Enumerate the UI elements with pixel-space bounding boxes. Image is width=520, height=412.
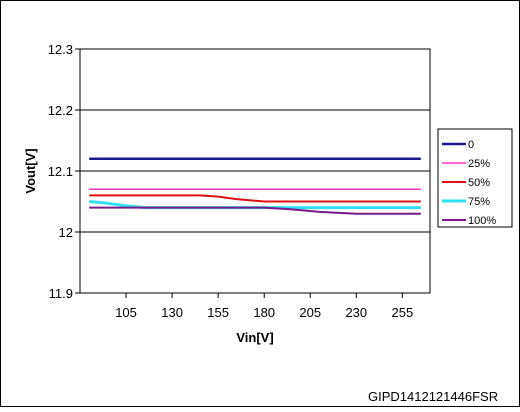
- y-tick-label: 12.2: [48, 103, 73, 118]
- y-tick-label: 11.9: [49, 286, 73, 301]
- y-axis-title: Vout[V]: [23, 148, 38, 193]
- legend-label: 100%: [468, 215, 496, 227]
- x-tick-label: 255: [392, 305, 414, 320]
- series-line-2: [89, 194, 421, 203]
- x-tick-label: 205: [299, 305, 321, 320]
- y-tick-label: 12.3: [48, 42, 73, 57]
- y-tick-label: 12: [59, 225, 73, 240]
- x-tick-label: 155: [207, 305, 229, 320]
- footer-code: GIPD1412121446FSR: [368, 389, 498, 404]
- legend-label: 0: [468, 139, 474, 151]
- legend-box: [437, 128, 513, 228]
- x-tick-label: 180: [253, 305, 275, 320]
- x-tick-label: 105: [115, 305, 137, 320]
- legend-label: 25%: [468, 158, 490, 170]
- y-tick-label: 12.1: [48, 164, 73, 179]
- series-lines: [89, 157, 421, 215]
- x-axis-title: Vin[V]: [236, 330, 273, 345]
- legend-label: 50%: [468, 177, 490, 189]
- series-line-4: [89, 206, 421, 215]
- legend: 0 25% 50% 75% 100%: [442, 139, 496, 227]
- x-tick-label: 130: [161, 305, 183, 320]
- y-axis-ticks: 11.9 12 12.1 12.2 12.3: [48, 42, 80, 301]
- x-axis-ticks: 105 130 155 180 205 230 255: [115, 293, 413, 320]
- x-tick-label: 230: [345, 305, 367, 320]
- gridlines: [80, 109, 430, 233]
- legend-label: 75%: [468, 196, 490, 208]
